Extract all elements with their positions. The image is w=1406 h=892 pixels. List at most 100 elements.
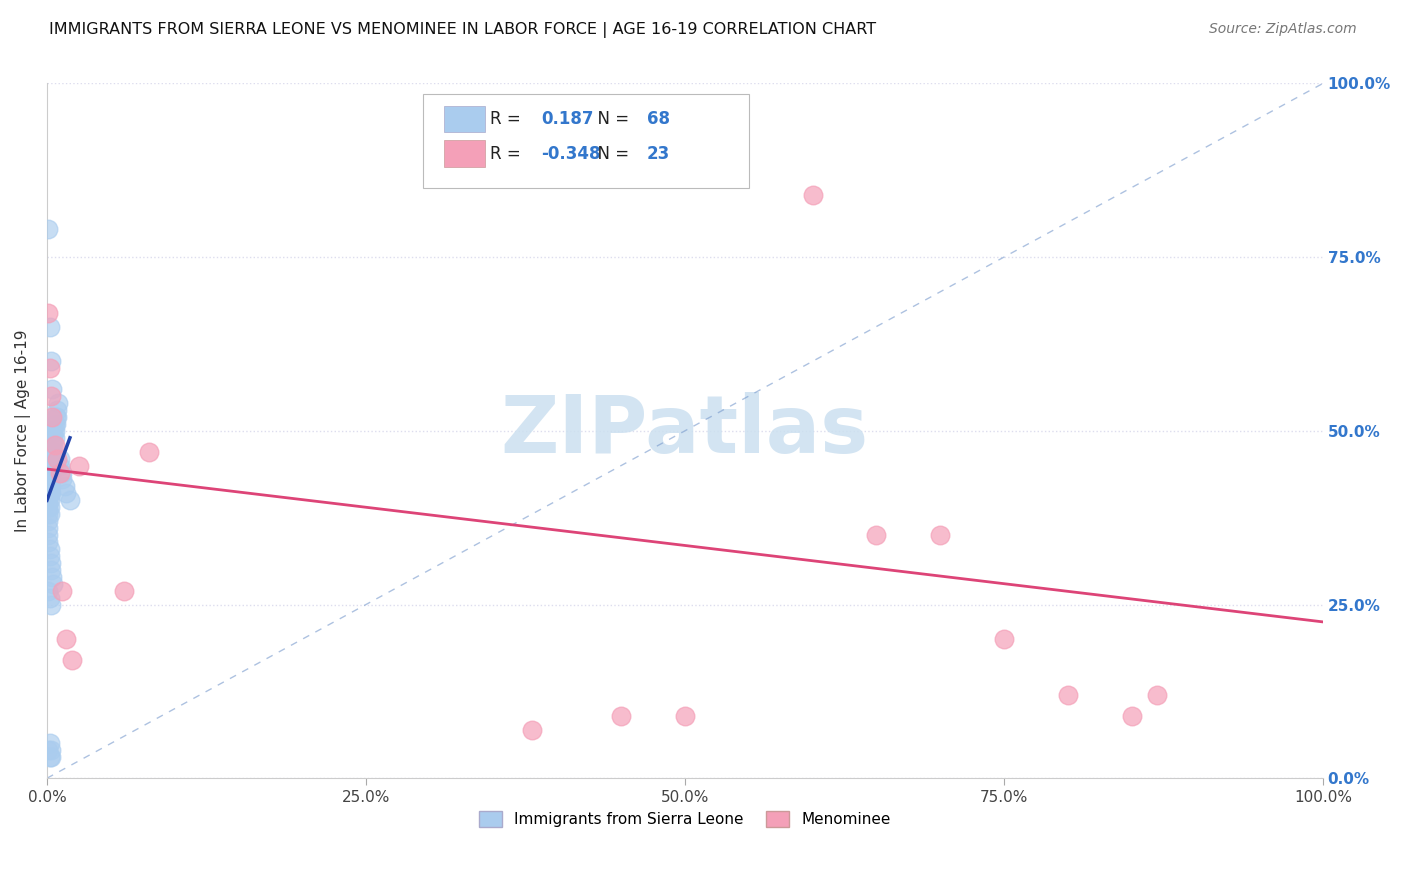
Point <box>41 382 63 396</box>
Point <box>39 451 62 466</box>
Point <box>44 438 66 452</box>
Point <box>37 479 59 493</box>
Point <box>37 473 59 487</box>
FancyBboxPatch shape <box>423 94 749 187</box>
Point <box>51 473 73 487</box>
Point <box>1146 688 1168 702</box>
Point <box>38 319 60 334</box>
Point <box>67 458 90 473</box>
Point <box>520 723 543 737</box>
Point <box>55 486 77 500</box>
Text: N =: N = <box>586 145 640 162</box>
Point <box>46 403 69 417</box>
Point <box>46 451 69 466</box>
Point <box>39 750 62 764</box>
Point <box>42 424 65 438</box>
Point <box>38 466 60 480</box>
Point <box>44 424 66 438</box>
Point <box>37 306 59 320</box>
Point <box>37 466 59 480</box>
Point <box>44 417 66 431</box>
Point <box>38 500 60 515</box>
Point <box>37 743 59 757</box>
Legend: Immigrants from Sierra Leone, Menominee: Immigrants from Sierra Leone, Menominee <box>472 805 897 833</box>
Point <box>53 479 76 493</box>
Point <box>55 632 77 647</box>
Point <box>37 507 59 521</box>
Point <box>46 409 69 424</box>
Point <box>41 458 63 473</box>
Point <box>37 514 59 528</box>
Text: Source: ZipAtlas.com: Source: ZipAtlas.com <box>1209 22 1357 37</box>
Point <box>39 354 62 368</box>
Text: N =: N = <box>586 110 640 128</box>
Point <box>610 708 633 723</box>
FancyBboxPatch shape <box>444 140 485 167</box>
Point <box>39 466 62 480</box>
Point <box>1121 708 1143 723</box>
Point <box>51 583 73 598</box>
Text: R =: R = <box>489 110 531 128</box>
Point <box>39 444 62 458</box>
Point <box>37 493 59 508</box>
Point <box>45 417 67 431</box>
Y-axis label: In Labor Force | Age 16-19: In Labor Force | Age 16-19 <box>15 329 31 533</box>
Point <box>39 743 62 757</box>
Point <box>673 708 696 723</box>
Point <box>42 576 65 591</box>
Point <box>38 541 60 556</box>
Point <box>41 409 63 424</box>
Point <box>51 466 73 480</box>
Point <box>38 507 60 521</box>
Point <box>41 451 63 466</box>
Point <box>38 591 60 605</box>
Point <box>39 563 62 577</box>
Point <box>39 486 62 500</box>
Text: IMMIGRANTS FROM SIERRA LEONE VS MENOMINEE IN LABOR FORCE | AGE 16-19 CORRELATION: IMMIGRANTS FROM SIERRA LEONE VS MENOMINE… <box>49 22 876 38</box>
Point <box>38 473 60 487</box>
Point <box>48 451 70 466</box>
Point <box>993 632 1015 647</box>
Point <box>42 431 65 445</box>
Point <box>41 570 63 584</box>
Point <box>39 458 62 473</box>
Point <box>37 583 59 598</box>
Point <box>39 473 62 487</box>
Point <box>37 486 59 500</box>
Text: R =: R = <box>489 145 526 162</box>
Point <box>41 438 63 452</box>
Point <box>39 556 62 570</box>
Point <box>38 479 60 493</box>
Point <box>801 187 824 202</box>
Point <box>929 528 952 542</box>
Point <box>38 493 60 508</box>
Point <box>39 389 62 403</box>
Point <box>42 444 65 458</box>
Point <box>38 549 60 563</box>
Point <box>38 750 60 764</box>
Point <box>41 444 63 458</box>
Text: 0.187: 0.187 <box>541 110 593 128</box>
Point <box>45 409 67 424</box>
Point <box>38 458 60 473</box>
Point <box>37 528 59 542</box>
Text: 68: 68 <box>647 110 669 128</box>
Point <box>48 466 70 480</box>
Point <box>59 493 82 508</box>
Text: ZIPatlas: ZIPatlas <box>501 392 869 470</box>
Text: -0.348: -0.348 <box>541 145 600 162</box>
Point <box>865 528 887 542</box>
Point <box>37 521 59 535</box>
Point <box>39 598 62 612</box>
Point <box>138 444 160 458</box>
Point <box>62 653 84 667</box>
Point <box>38 361 60 376</box>
Point <box>42 438 65 452</box>
Point <box>48 396 70 410</box>
FancyBboxPatch shape <box>444 105 485 132</box>
Point <box>37 500 59 515</box>
Point <box>39 479 62 493</box>
Point <box>112 583 135 598</box>
Point <box>48 458 70 473</box>
Point <box>44 431 66 445</box>
